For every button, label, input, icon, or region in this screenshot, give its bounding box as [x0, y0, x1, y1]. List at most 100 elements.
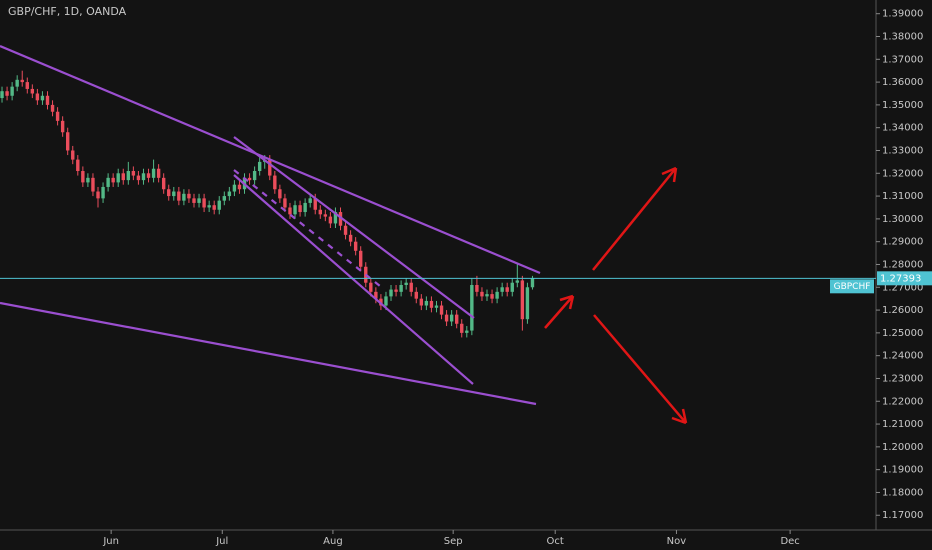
y-tick-label: 1.33000 — [882, 145, 923, 156]
candle-body — [495, 291, 499, 299]
drawings — [0, 44, 688, 425]
candle-body — [394, 289, 398, 292]
candle-body — [480, 291, 484, 297]
candle-body — [116, 173, 120, 183]
candle-body — [111, 177, 115, 183]
candle-body — [485, 294, 489, 297]
channel-line — [233, 174, 474, 385]
candle-body — [207, 205, 211, 208]
candle-body — [419, 298, 424, 306]
candle-body — [25, 82, 29, 89]
candle-body — [131, 171, 136, 176]
candle-body — [187, 193, 191, 199]
y-tick-label: 1.24000 — [882, 351, 923, 362]
y-tick-label: 1.37000 — [882, 54, 923, 65]
candle-body — [505, 287, 509, 292]
candle-body — [40, 95, 45, 101]
y-tick-label: 1.34000 — [882, 123, 923, 134]
candle-body — [0, 91, 4, 99]
candle-body — [414, 291, 418, 299]
candle-body — [510, 282, 514, 292]
candle-body — [399, 284, 403, 292]
candle-body — [449, 314, 454, 322]
candle-body — [126, 171, 131, 181]
candle-body — [60, 120, 65, 133]
x-tick-label: Sep — [444, 536, 463, 547]
y-tick-label: 1.17000 — [882, 510, 923, 521]
y-tick-label: 1.29000 — [882, 237, 923, 248]
y-tick-label: 1.32000 — [882, 168, 923, 179]
candle-body — [50, 104, 55, 112]
candle-body — [439, 305, 444, 315]
candle-body — [318, 209, 322, 215]
candle-body — [454, 314, 459, 324]
candle-body — [91, 177, 95, 192]
x-tick-label: Nov — [667, 536, 687, 547]
candle-body — [348, 234, 353, 242]
candle-body — [429, 300, 434, 308]
candle-body — [35, 93, 40, 101]
candle-body — [465, 330, 469, 333]
candle-body — [222, 196, 227, 201]
candle-body — [101, 186, 105, 199]
candle-body — [520, 280, 525, 320]
candle-body — [237, 184, 242, 190]
y-tick-label: 1.39000 — [882, 9, 923, 20]
candle-body — [172, 191, 176, 197]
y-tick-label: 1.20000 — [882, 442, 923, 453]
candle-body — [45, 95, 50, 105]
y-tick-label: 1.27000 — [882, 282, 923, 293]
candle-body — [136, 175, 141, 181]
chart-title: GBP/CHF, 1D, OANDA — [8, 5, 127, 18]
trend-line — [0, 301, 537, 406]
candle-body — [500, 287, 504, 292]
candle-body — [293, 205, 297, 215]
candle-body — [409, 282, 413, 292]
candle-body — [217, 200, 221, 210]
candle-body — [530, 278, 535, 288]
candle-body — [323, 214, 328, 217]
y-tick-label: 1.36000 — [882, 77, 923, 88]
y-tick-label: 1.35000 — [882, 100, 923, 111]
y-tick-label: 1.23000 — [882, 373, 923, 384]
candle-body — [76, 159, 80, 172]
y-tick-label: 1.18000 — [882, 487, 923, 498]
candle-body — [96, 191, 100, 199]
candle-body — [182, 193, 186, 201]
candle-body — [55, 111, 60, 121]
y-tick-label: 1.19000 — [882, 465, 923, 476]
candle-body — [227, 191, 232, 197]
candle-body — [30, 88, 35, 94]
arrow — [593, 314, 688, 425]
x-tick-label: Dec — [780, 536, 799, 547]
candle-body — [202, 198, 206, 208]
candle-body — [389, 289, 393, 297]
candle-body — [232, 184, 237, 192]
symbol-label: GBPCHF — [834, 282, 871, 292]
last-price-box — [877, 271, 932, 286]
candle-body — [167, 189, 171, 197]
candle-body — [343, 225, 348, 235]
candle-body — [106, 177, 110, 187]
candle-body — [475, 284, 479, 292]
trend-line — [0, 44, 541, 275]
y-tick-label: 1.21000 — [882, 419, 923, 430]
symbol-box — [830, 279, 874, 294]
candle-body — [10, 86, 14, 96]
y-tick-label: 1.31000 — [882, 191, 923, 202]
candle-body — [333, 212, 338, 224]
candle-body — [197, 198, 201, 203]
candle-body — [212, 205, 216, 210]
candle-body — [247, 177, 252, 181]
candle-body — [177, 191, 181, 201]
plot-area — [0, 70, 535, 338]
channel-line — [233, 136, 475, 319]
candle-body — [328, 216, 333, 224]
candle-body — [384, 296, 388, 306]
y-tick-label: 1.28000 — [882, 259, 923, 270]
candle-body — [257, 161, 262, 172]
candle-body — [525, 287, 530, 320]
candle-body — [283, 198, 287, 208]
